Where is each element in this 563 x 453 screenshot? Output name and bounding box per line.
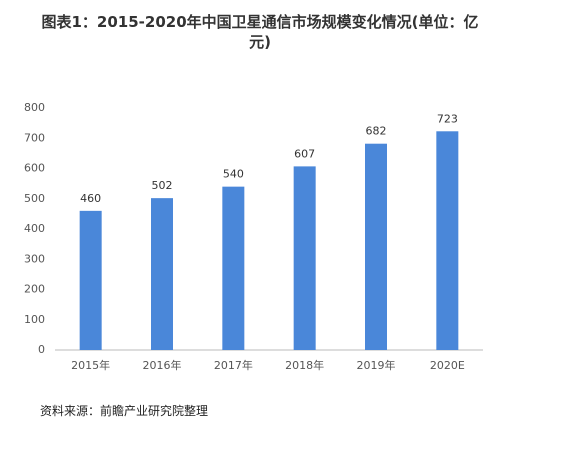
bar [151,198,173,350]
value-label: 460 [80,192,101,205]
source-note: 资料来源：前瞻产业研究院整理 [40,404,209,418]
x-tick-label: 2020E [430,359,465,372]
y-tick-label: 600 [24,162,45,175]
value-label: 540 [223,168,244,181]
x-tick-label: 2016年 [143,358,182,372]
bar [436,131,459,350]
chart-title: 图表1：2015-2020年中国卫星通信市场规模变化情况(单位：亿元) [41,13,479,51]
value-label: 682 [366,125,387,138]
y-tick-label: 0 [38,343,45,356]
x-tick-label: 2018年 [285,358,324,372]
value-label: 607 [294,147,315,160]
y-tick-label: 300 [24,252,45,265]
bar [222,186,245,350]
value-label: 502 [152,179,173,192]
y-tick-label: 700 [24,131,45,144]
y-tick-label: 500 [24,192,45,205]
value-label: 723 [437,112,458,125]
y-tick-label: 100 [24,313,45,326]
bar [293,166,316,350]
x-tick-label: 2017年 [214,358,253,372]
y-tick-label: 200 [24,283,45,296]
x-tick-label: 2019年 [357,358,396,372]
x-tick-label: 2015年 [71,358,110,372]
bar [79,210,102,350]
y-tick-label: 800 [24,101,45,114]
y-tick-label: 400 [24,222,45,235]
bar [365,143,387,350]
